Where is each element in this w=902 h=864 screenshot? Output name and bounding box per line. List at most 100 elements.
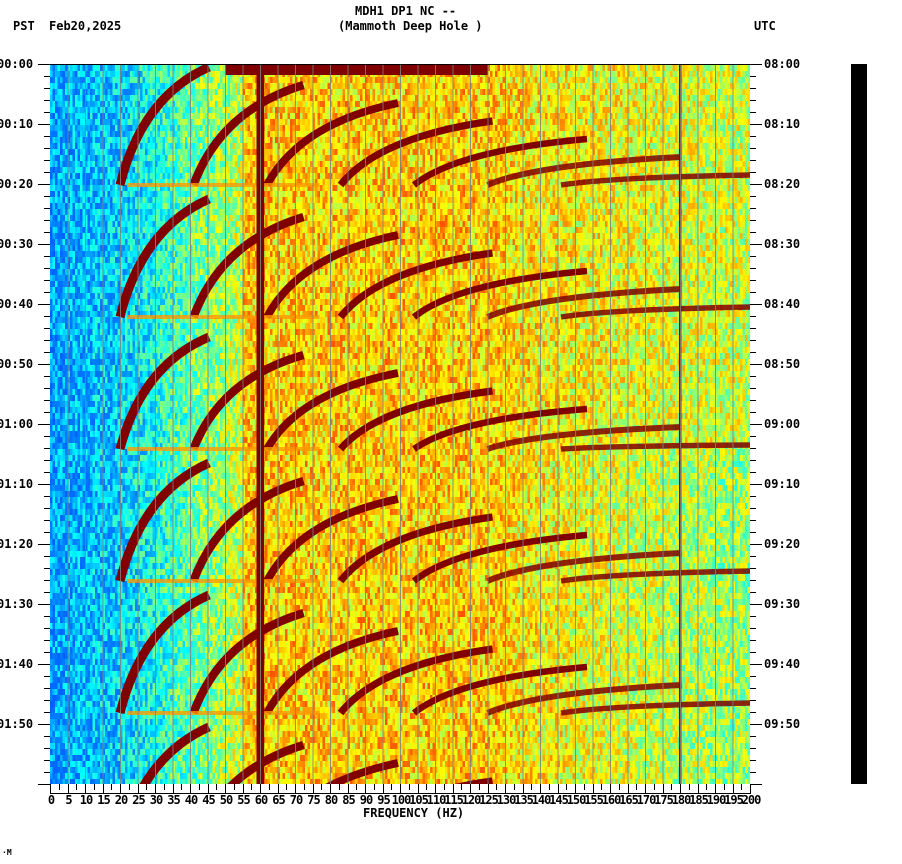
y-tick-left — [44, 136, 50, 137]
x-tick — [190, 784, 191, 794]
y-tick-left — [44, 736, 50, 737]
x-tick-label: 120 — [462, 793, 482, 807]
x-tick — [636, 784, 638, 790]
y-tick-left — [44, 268, 50, 269]
y-tick-right — [750, 556, 756, 557]
x-tick-label: 65 — [272, 793, 285, 807]
y-tick-right — [750, 76, 756, 77]
y-tick-right — [750, 676, 756, 677]
x-tick — [531, 784, 533, 790]
x-tick — [452, 784, 454, 794]
y-tick-left — [44, 640, 50, 641]
x-tick — [443, 784, 445, 790]
x-tick — [583, 784, 585, 790]
x-tick — [155, 784, 156, 794]
x-tick — [688, 784, 690, 790]
y-tick-left — [44, 400, 50, 401]
x-tick — [312, 784, 314, 794]
y-tick-label-right: 08:30 — [764, 237, 800, 251]
y-tick-label-left: 00:10 — [0, 117, 33, 131]
y-tick-right — [750, 436, 756, 437]
footer-mark: ·M — [2, 846, 12, 860]
y-tick-left — [38, 544, 50, 545]
x-tick — [575, 784, 576, 794]
x-tick — [137, 784, 139, 794]
y-tick-right — [750, 568, 756, 569]
y-tick-right — [750, 472, 756, 473]
y-tick-left — [38, 124, 50, 125]
y-tick-label-right: 08:40 — [764, 297, 800, 311]
y-tick-left — [44, 196, 50, 197]
x-tick — [478, 784, 480, 790]
y-tick-left — [44, 472, 50, 473]
x-tick — [601, 784, 603, 790]
x-tick-label: 15 — [97, 793, 110, 807]
x-tick-label: 5 — [65, 793, 72, 807]
x-tick — [347, 784, 349, 794]
y-tick-left — [44, 508, 50, 509]
x-tick-label: 135 — [514, 793, 534, 807]
y-tick-right — [750, 652, 756, 653]
y-tick-left — [44, 208, 50, 209]
x-tick — [627, 784, 629, 794]
y-tick-right — [750, 448, 756, 449]
x-tick-label: 145 — [549, 793, 569, 807]
y-tick-label-left: 01:20 — [0, 537, 33, 551]
x-tick — [741, 784, 743, 790]
y-tick-left — [44, 148, 50, 149]
x-tick-label: 180 — [672, 793, 692, 807]
right-timezone-label: UTC — [754, 19, 776, 33]
x-tick — [242, 784, 244, 794]
x-tick-label: 115 — [444, 793, 464, 807]
y-tick-right — [750, 208, 756, 209]
y-tick-right — [750, 388, 756, 389]
x-tick — [373, 784, 375, 790]
y-tick-left — [38, 364, 50, 365]
x-tick-label: 175 — [654, 793, 674, 807]
x-tick-label: 195 — [724, 793, 744, 807]
y-tick-right — [750, 172, 756, 173]
x-tick-label: 110 — [427, 793, 447, 807]
y-tick-left — [44, 748, 50, 749]
y-tick-label-right: 08:50 — [764, 357, 800, 371]
y-tick-right — [750, 328, 756, 329]
y-tick-right — [750, 424, 762, 425]
y-tick-right — [750, 148, 756, 149]
x-tick — [365, 784, 366, 794]
x-axis-title: FREQUENCY (HZ) — [363, 806, 464, 820]
y-tick-label-left: 00:40 — [0, 297, 33, 311]
y-tick-left — [38, 784, 50, 785]
x-axis-line — [50, 793, 750, 794]
y-tick-right — [750, 508, 756, 509]
x-tick-label: 105 — [409, 793, 429, 807]
x-tick — [723, 784, 725, 790]
x-tick — [400, 784, 401, 794]
x-tick — [321, 784, 323, 790]
x-tick-label: 45 — [202, 793, 215, 807]
y-tick-left — [44, 568, 50, 569]
y-tick-left — [38, 304, 50, 305]
y-tick-right — [750, 520, 756, 521]
y-tick-right — [750, 280, 756, 281]
y-tick-label-right: 09:20 — [764, 537, 800, 551]
x-tick — [295, 784, 296, 794]
x-tick — [487, 784, 489, 794]
y-tick-right — [750, 244, 762, 245]
x-tick — [181, 784, 183, 790]
y-tick-left — [44, 112, 50, 113]
x-tick — [120, 784, 121, 794]
y-tick-left — [44, 88, 50, 89]
y-tick-right — [750, 544, 762, 545]
x-tick — [225, 784, 226, 794]
left-timezone-label: PST — [13, 19, 35, 33]
x-tick — [461, 784, 463, 790]
date-label: Feb20,2025 — [49, 19, 121, 33]
y-tick-left — [44, 412, 50, 413]
x-tick — [671, 784, 673, 790]
y-tick-right — [750, 664, 762, 665]
y-tick-right — [750, 616, 756, 617]
y-tick-label-left: 01:00 — [0, 417, 33, 431]
y-tick-label-right: 09:10 — [764, 477, 800, 491]
y-tick-label-right: 08:10 — [764, 117, 800, 131]
y-tick-left — [44, 76, 50, 77]
